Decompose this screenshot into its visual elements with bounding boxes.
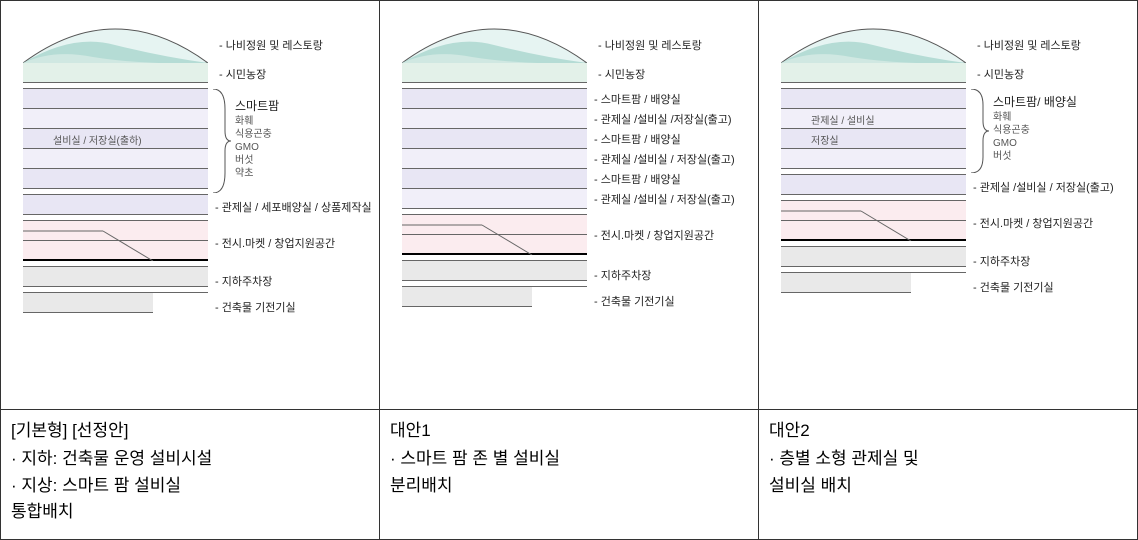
- sf-item: 버섯: [235, 154, 272, 167]
- sf-item: 약초: [235, 167, 272, 180]
- pair1b: - 관제실 /설비실 /저장실(출고): [594, 111, 732, 127]
- caption-col3: 대안2 · 층별 소형 관제실 및 설비실 배치: [759, 409, 1137, 539]
- floor-sf2: 관제실 / 설비실: [781, 109, 966, 129]
- floor-civic: [23, 63, 208, 83]
- smartfarm-items-col1: 화훼 식용곤충 GMO 버섯 약초: [235, 115, 272, 180]
- civic-label: - 시민농장: [977, 66, 1024, 82]
- roof-label: - 나비정원 및 레스토랑: [598, 37, 702, 53]
- smartfarm-header: 스마트팜: [235, 97, 279, 114]
- floor-sf3: 저장실: [781, 129, 966, 149]
- floor-market-bot: [781, 221, 966, 241]
- floor-sf4: [23, 149, 208, 169]
- floor-control: [781, 175, 966, 195]
- parking-label: - 지하주차장: [973, 253, 1030, 269]
- control-label: - 관제실 /설비실 / 저장실(출고): [973, 179, 1114, 195]
- pair3a: - 스마트팜 / 배양실: [594, 171, 681, 187]
- floor-pair2a: [402, 129, 587, 149]
- comparison-container: - 나비정원 및 레스토랑 설비실 / 저장실(출하): [0, 0, 1138, 540]
- control-label: - 관제실 / 세포배양실 / 상품제작실: [215, 199, 372, 215]
- floor-pair1a: [402, 89, 587, 109]
- inner-equip-label: 설비실 / 저장실(출하): [53, 132, 142, 147]
- parking-label: - 지하주차장: [594, 267, 651, 283]
- floor-sf1: [23, 89, 208, 109]
- floor-mech: [402, 287, 532, 307]
- roof-label: - 나비정원 및 레스토랑: [977, 37, 1081, 53]
- floor-parking: [402, 261, 587, 281]
- caption-line: · 층별 소형 관제실 및: [769, 446, 1127, 472]
- caption-title: 대안1: [390, 418, 748, 444]
- floor-market-bot: [402, 235, 587, 255]
- mech-label: - 건축물 기전기실: [973, 279, 1054, 295]
- civic-label: - 시민농장: [219, 66, 266, 82]
- caption-line: · 지상: 스마트 팜 설비실: [11, 473, 369, 499]
- caption-title: [기본형] [선정안]: [11, 418, 369, 444]
- floor-sf5: [23, 169, 208, 189]
- inner-label-b: 저장실: [811, 132, 839, 147]
- parking-label: - 지하주차장: [215, 273, 272, 289]
- column-alt1: - 나비정원 및 레스토랑: [380, 1, 759, 539]
- floor-pair2b: [402, 149, 587, 169]
- sf-item: 화훼: [993, 111, 1030, 124]
- floor-civic: [781, 63, 966, 83]
- bracket-icon: [211, 89, 231, 193]
- pair1a: - 스마트팜 / 배양실: [594, 91, 681, 107]
- floor-parking: [23, 267, 208, 287]
- dome-roof: [23, 13, 208, 63]
- market-label: - 전시.마켓 / 창업지원공간: [594, 227, 714, 243]
- market-label: - 전시.마켓 / 창업지원공간: [973, 215, 1093, 231]
- diagram-col3: - 나비정원 및 레스토랑 관제실 / 설비실 저장실: [759, 1, 1137, 409]
- floor-pair3a: [402, 169, 587, 189]
- caption-col1: [기본형] [선정안] · 지하: 건축물 운영 설비시설 · 지상: 스마트 …: [1, 409, 379, 539]
- market-label: - 전시.마켓 / 창업지원공간: [215, 235, 335, 251]
- smartfarm-items-col3: 화훼 식용곤충 GMO 버섯: [993, 111, 1030, 163]
- inner-label-a: 관제실 / 설비실: [811, 112, 875, 127]
- caption-line: 설비실 배치: [769, 473, 1127, 499]
- diagram-col2: - 나비정원 및 레스토랑: [380, 1, 758, 409]
- floor-mech: [781, 273, 911, 293]
- caption-title: 대안2: [769, 418, 1127, 444]
- sf-item: 식용곤충: [993, 124, 1030, 137]
- column-alt2: - 나비정원 및 레스토랑 관제실 / 설비실 저장실: [759, 1, 1137, 539]
- floor-sf4: [781, 149, 966, 169]
- diagram-col1: - 나비정원 및 레스토랑 설비실 / 저장실(출하): [1, 1, 379, 409]
- sf-item: GMO: [235, 141, 272, 154]
- caption-col2: 대안1 · 스마트 팜 존 별 설비실 분리배치: [380, 409, 758, 539]
- caption-line: 통합배치: [11, 499, 369, 525]
- floor-parking: [781, 247, 966, 267]
- floor-civic: [402, 63, 587, 83]
- caption-line: · 지하: 건축물 운영 설비시설: [11, 446, 369, 472]
- floor-sf3: 설비실 / 저장실(출하): [23, 129, 208, 149]
- roof-label: - 나비정원 및 레스토랑: [219, 37, 323, 53]
- pair2b: - 관제실 /설비실 / 저장실(출고): [594, 151, 735, 167]
- sf-item: GMO: [993, 137, 1030, 150]
- smartfarm-header: 스마트팜/ 배양실: [993, 93, 1077, 110]
- sf-item: 식용곤충: [235, 128, 272, 141]
- mech-label: - 건축물 기전기실: [215, 299, 296, 315]
- floor-control: [23, 195, 208, 215]
- sf-item: 화훼: [235, 115, 272, 128]
- floor-sf2: [23, 109, 208, 129]
- caption-line: 분리배치: [390, 473, 748, 499]
- dome-roof: [402, 13, 587, 63]
- sf-item: 버섯: [993, 150, 1030, 163]
- floor-market-bot: [23, 241, 208, 261]
- pair2a: - 스마트팜 / 배양실: [594, 131, 681, 147]
- floor-sf1: [781, 89, 966, 109]
- civic-label: - 시민농장: [598, 66, 645, 82]
- bracket-icon: [969, 89, 989, 173]
- mech-label: - 건축물 기전기실: [594, 293, 675, 309]
- pair3b: - 관제실 /설비실 / 저장실(출고): [594, 191, 735, 207]
- dome-roof: [781, 13, 966, 63]
- floor-mech: [23, 293, 153, 313]
- column-basic: - 나비정원 및 레스토랑 설비실 / 저장실(출하): [1, 1, 380, 539]
- floor-pair3b: [402, 189, 587, 209]
- floor-pair1b: [402, 109, 587, 129]
- caption-line: · 스마트 팜 존 별 설비실: [390, 446, 748, 472]
